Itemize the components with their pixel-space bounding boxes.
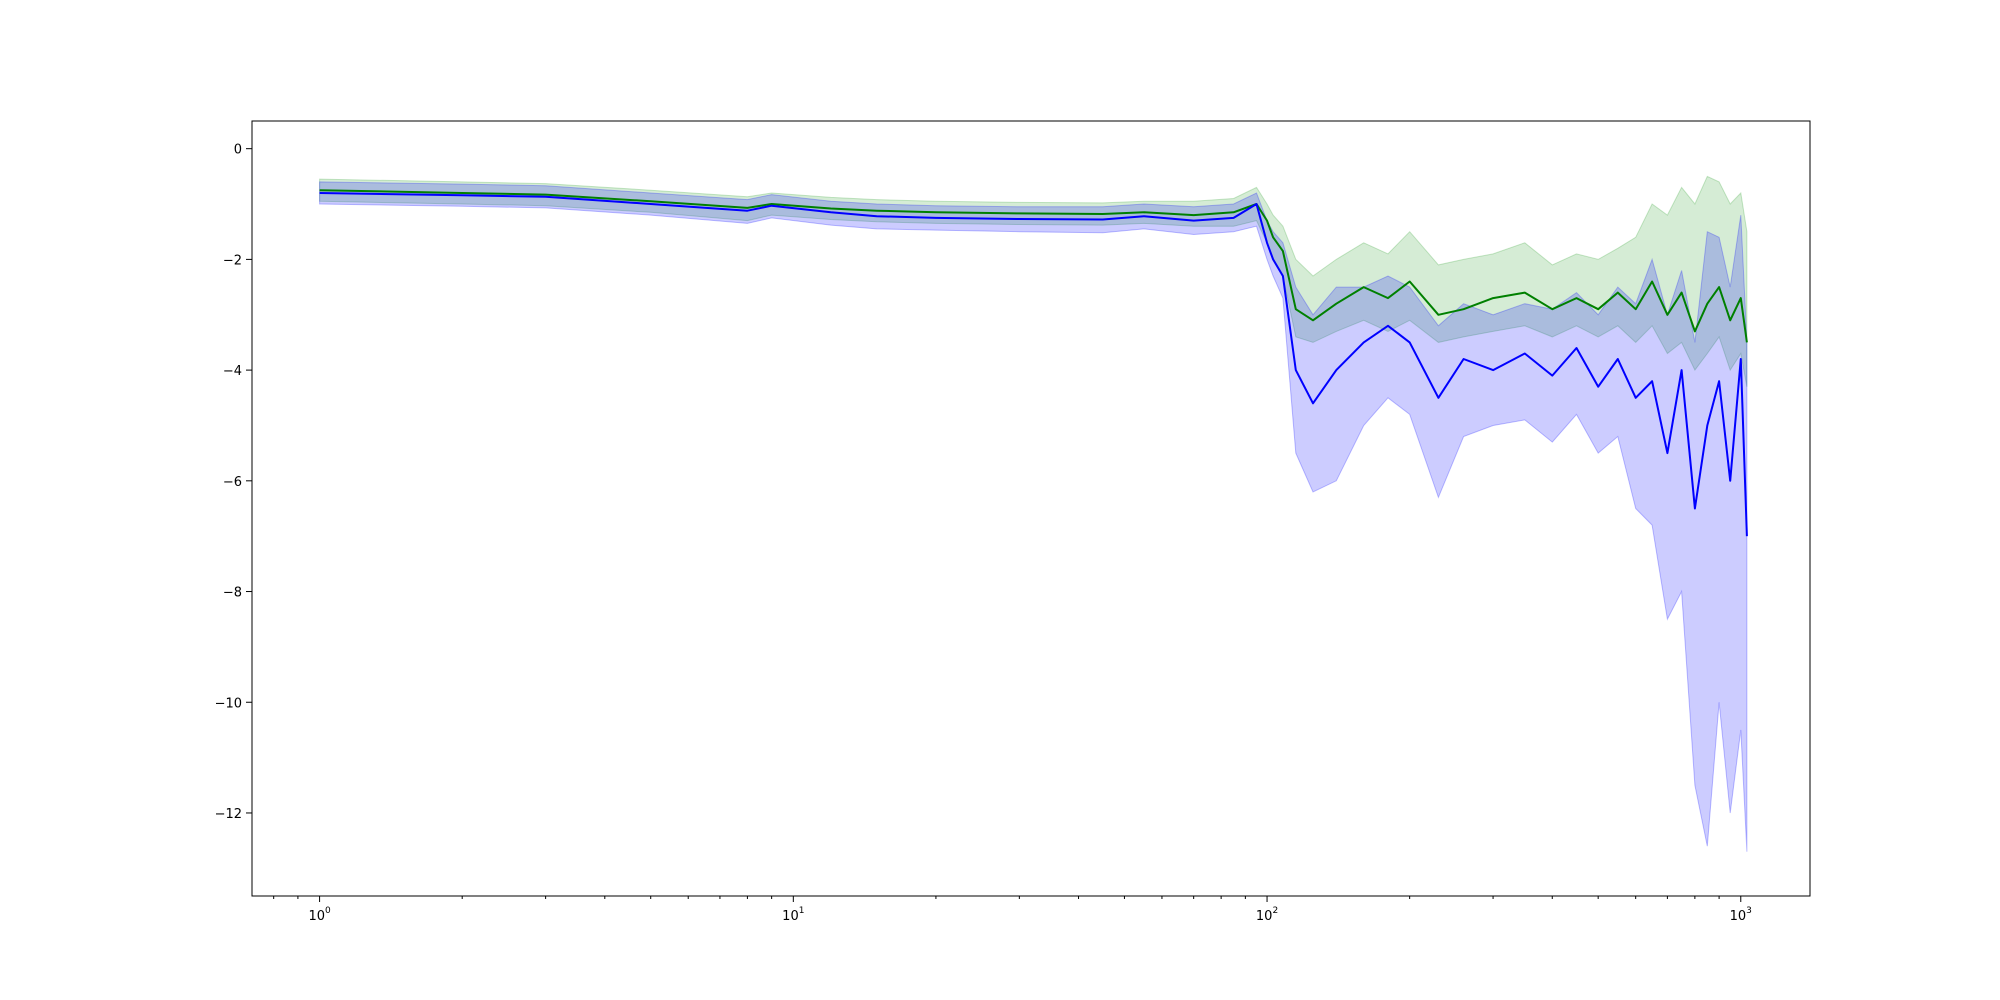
x-tick-label: 103	[1730, 906, 1752, 924]
y-tick-label: −8	[223, 586, 242, 601]
series-2-band	[319, 181, 1748, 852]
y-tick-label: −10	[215, 696, 242, 711]
y-tick-label: −4	[223, 364, 242, 379]
x-tick-label: 102	[1256, 906, 1278, 924]
y-tick-label: −6	[223, 475, 242, 490]
x-tick-label: 100	[308, 906, 331, 924]
y-tick-label: −12	[215, 807, 242, 822]
y-tick-label: −2	[223, 253, 242, 268]
y-axis: 0 −2 −4 −6 −8 −10 −12	[215, 143, 252, 822]
series-lines	[319, 189, 1748, 537]
x-tick-label: 101	[782, 906, 804, 924]
y-tick-label: 0	[234, 143, 242, 158]
series-2-line	[319, 192, 1748, 537]
plot-area-frame	[251, 120, 1811, 897]
x-axis: 100 101 102 103	[273, 896, 1752, 924]
series-1-line	[319, 189, 1748, 343]
